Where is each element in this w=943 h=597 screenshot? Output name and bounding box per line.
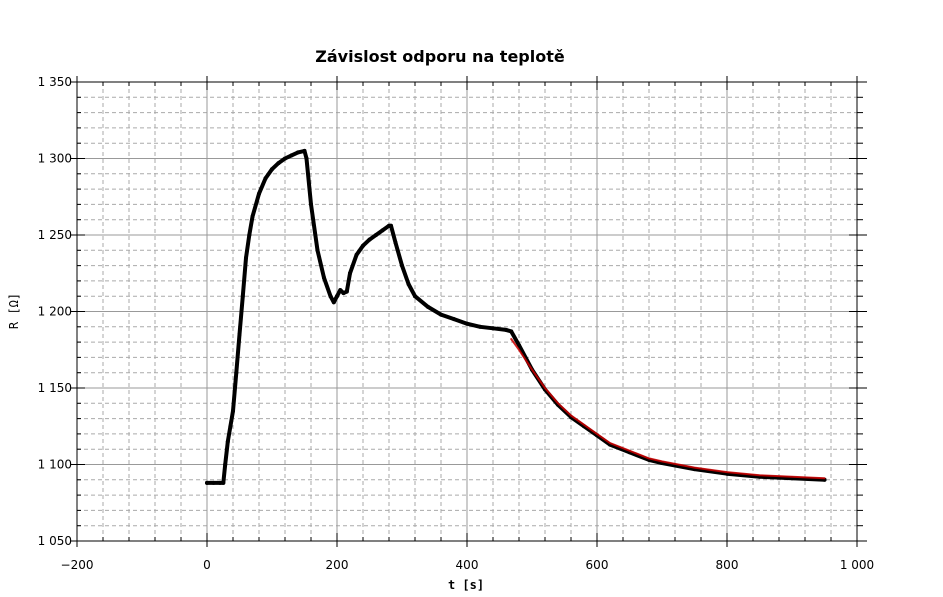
data-point <box>335 294 339 299</box>
data-point <box>465 321 469 326</box>
data-point <box>354 252 359 257</box>
data-point <box>374 233 378 237</box>
y-tick-label: 1 350 <box>38 75 72 89</box>
data-point <box>331 300 336 305</box>
data-point <box>393 240 398 245</box>
data-point <box>250 214 255 219</box>
x-tick-label: 600 <box>586 558 609 572</box>
data-point <box>413 294 417 299</box>
data-point <box>296 150 300 155</box>
x-tick-label: 1 000 <box>840 558 874 572</box>
series-line-fit <box>510 338 826 480</box>
data-point <box>223 462 228 467</box>
x-tick-labels: −200 0 200 400 600 800 1 000 <box>61 558 875 572</box>
data-point <box>478 324 482 329</box>
data-point <box>504 327 508 332</box>
x-tick-label: 200 <box>326 558 349 572</box>
data-point <box>322 275 326 280</box>
data-point <box>234 370 239 375</box>
data-point <box>257 191 261 196</box>
x-tick-label: 400 <box>456 558 479 572</box>
axis-ticks <box>71 76 867 547</box>
series-layer <box>205 148 827 485</box>
data-point <box>315 248 320 253</box>
data-point <box>361 243 365 248</box>
data-point <box>276 161 281 166</box>
grid-lines <box>76 81 858 542</box>
data-point <box>344 289 349 294</box>
data-point <box>218 480 222 485</box>
data-point <box>237 332 242 337</box>
data-point <box>244 255 248 260</box>
data-point <box>211 480 216 485</box>
y-tick-labels: 1 050 1 100 1 150 1 200 1 250 1 300 1 350 <box>38 75 72 548</box>
data-point <box>302 148 307 153</box>
data-point <box>205 480 209 485</box>
y-tick-label: 1 050 <box>38 534 72 548</box>
data-point <box>341 291 346 296</box>
data-point <box>328 294 333 299</box>
data-point <box>400 263 404 268</box>
data-point <box>406 282 411 286</box>
data-point <box>263 176 268 181</box>
data-point <box>439 312 443 317</box>
data-point <box>240 294 245 299</box>
y-tick-label: 1 300 <box>38 152 72 166</box>
data-point <box>270 167 274 172</box>
data-point <box>309 202 313 207</box>
data-point <box>225 439 230 444</box>
data-point <box>247 233 252 237</box>
data-point <box>367 237 372 242</box>
y-tick-label: 1 250 <box>38 228 72 242</box>
data-point <box>517 343 521 348</box>
x-tick-label: 800 <box>716 558 739 572</box>
data-point <box>338 288 343 293</box>
x-tick-label: 0 <box>203 558 211 572</box>
chart-title: Závislost odporu na teplotě <box>315 47 565 66</box>
y-tick-label: 1 150 <box>38 381 72 395</box>
data-point <box>491 326 495 331</box>
data-point <box>452 317 456 322</box>
data-point <box>221 480 226 485</box>
data-point <box>389 223 393 228</box>
x-tick-label: −200 <box>61 558 94 572</box>
y-tick-label: 1 200 <box>38 305 72 319</box>
data-point <box>509 329 514 334</box>
y-tick-label: 1 100 <box>38 458 72 472</box>
data-point <box>348 271 352 276</box>
data-point <box>228 424 233 429</box>
data-point <box>304 156 309 161</box>
y-axis-label: R [Ω] <box>7 293 21 329</box>
data-point <box>289 153 294 158</box>
series-line-measured <box>205 148 827 485</box>
data-point <box>426 304 430 309</box>
data-point <box>231 409 235 413</box>
x-axis-label: t [s] <box>448 578 484 592</box>
data-point <box>283 156 287 161</box>
data-point <box>380 228 385 233</box>
